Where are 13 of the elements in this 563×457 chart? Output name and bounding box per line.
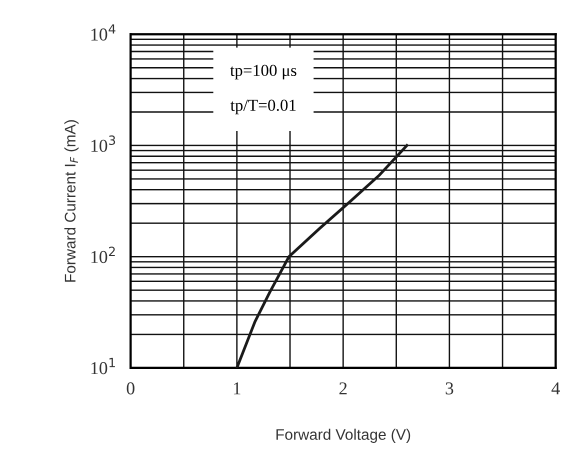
x-tick-label: 4 — [552, 382, 560, 394]
x-tick-label: 3 — [446, 382, 454, 394]
y-axis-title: Forward Current I$_{F}$ (mA) — [64, 120, 79, 282]
x-axis-title: Forward Voltage (V) — [276, 428, 410, 443]
x-tick-label: 2 — [339, 382, 347, 394]
x-tick-label: 1 — [234, 382, 240, 394]
y-tick-label: 10$^{4}$ — [91, 24, 116, 41]
x-tick-label: 0 — [126, 382, 134, 394]
annotation: tp/T=0.01 — [230, 100, 296, 114]
y-tick-label: 10$^{1}$ — [91, 358, 115, 374]
annotation: tp=100 μs — [230, 64, 296, 80]
y-tick-label: 10$^{3}$ — [91, 135, 116, 152]
y-tick-label: 10$^{2}$ — [91, 246, 115, 264]
